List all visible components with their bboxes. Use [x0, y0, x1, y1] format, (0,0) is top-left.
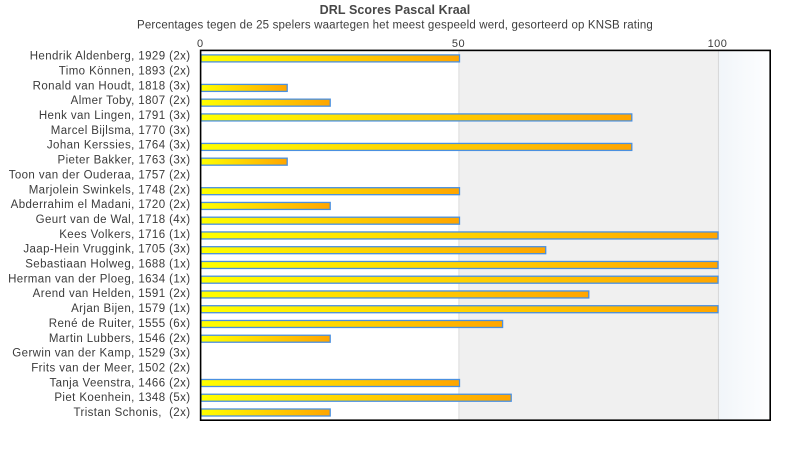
svg-text:Frits van der Meer, 1502 (2x): Frits van der Meer, 1502 (2x) — [31, 362, 190, 374]
svg-text:Tanja Veenstra, 1466 (2x): Tanja Veenstra, 1466 (2x) — [49, 377, 190, 389]
svg-text:Henk van Lingen, 1791 (3x): Henk van Lingen, 1791 (3x) — [39, 110, 191, 122]
svg-text:Herman van der Ploeg, 1634 (1x: Herman van der Ploeg, 1634 (1x) — [8, 273, 190, 285]
svg-text:Jaap-Hein Vruggink, 1705 (3x): Jaap-Hein Vruggink, 1705 (3x) — [23, 244, 190, 256]
svg-text:Arjan Bijen, 1579 (1x): Arjan Bijen, 1579 (1x) — [71, 303, 190, 315]
svg-text:DRL Scores Pascal Kraal: DRL Scores Pascal Kraal — [320, 3, 471, 17]
svg-text:Marjolein Swinkels, 1748 (2x): Marjolein Swinkels, 1748 (2x) — [29, 184, 191, 196]
svg-text:50: 50 — [452, 38, 465, 50]
svg-text:Almer Toby, 1807 (2x): Almer Toby, 1807 (2x) — [71, 95, 191, 107]
svg-text:Abderrahim el Madani, 1720 (2x: Abderrahim el Madani, 1720 (2x) — [11, 199, 191, 211]
svg-text:René de Ruiter, 1555 (6x): René de Ruiter, 1555 (6x) — [49, 318, 191, 330]
svg-text:Piet Koenhein, 1348 (5x): Piet Koenhein, 1348 (5x) — [54, 392, 190, 404]
svg-text:Sebastiaan Holweg, 1688 (1x): Sebastiaan Holweg, 1688 (1x) — [25, 259, 190, 271]
svg-text:Toon van der Ouderaa, 1757 (2x: Toon van der Ouderaa, 1757 (2x) — [9, 169, 191, 181]
svg-text:Percentages tegen de 25 speler: Percentages tegen de 25 spelers waartege… — [137, 20, 653, 32]
svg-text:0: 0 — [197, 38, 204, 50]
svg-text:Tristan Schonis, (2x): Tristan Schonis, (2x) — [73, 407, 190, 419]
svg-text:Geurt van de Wal, 1718 (4x): Geurt van de Wal, 1718 (4x) — [36, 214, 191, 226]
svg-text:Gerwin van der Kamp, 1529 (3x): Gerwin van der Kamp, 1529 (3x) — [12, 348, 190, 360]
svg-text:Ronald van Houdt, 1818 (3x): Ronald van Houdt, 1818 (3x) — [33, 80, 191, 92]
svg-text:100: 100 — [708, 38, 728, 50]
svg-text:Pieter Bakker, 1763 (3x): Pieter Bakker, 1763 (3x) — [58, 155, 191, 167]
svg-text:Johan Kerssies, 1764 (3x): Johan Kerssies, 1764 (3x) — [47, 140, 191, 152]
svg-text:Timo Können, 1893 (2x): Timo Können, 1893 (2x) — [59, 65, 191, 77]
svg-text:Kees Volkers, 1716 (1x): Kees Volkers, 1716 (1x) — [59, 229, 190, 241]
svg-text:Hendrik Aldenberg, 1929 (2x): Hendrik Aldenberg, 1929 (2x) — [30, 51, 191, 63]
svg-text:Martin Lubbers, 1546 (2x): Martin Lubbers, 1546 (2x) — [49, 333, 191, 345]
svg-text:Arend van Helden, 1591 (2x): Arend van Helden, 1591 (2x) — [33, 288, 191, 300]
svg-text:Marcel Bijlsma, 1770 (3x): Marcel Bijlsma, 1770 (3x) — [51, 125, 191, 137]
